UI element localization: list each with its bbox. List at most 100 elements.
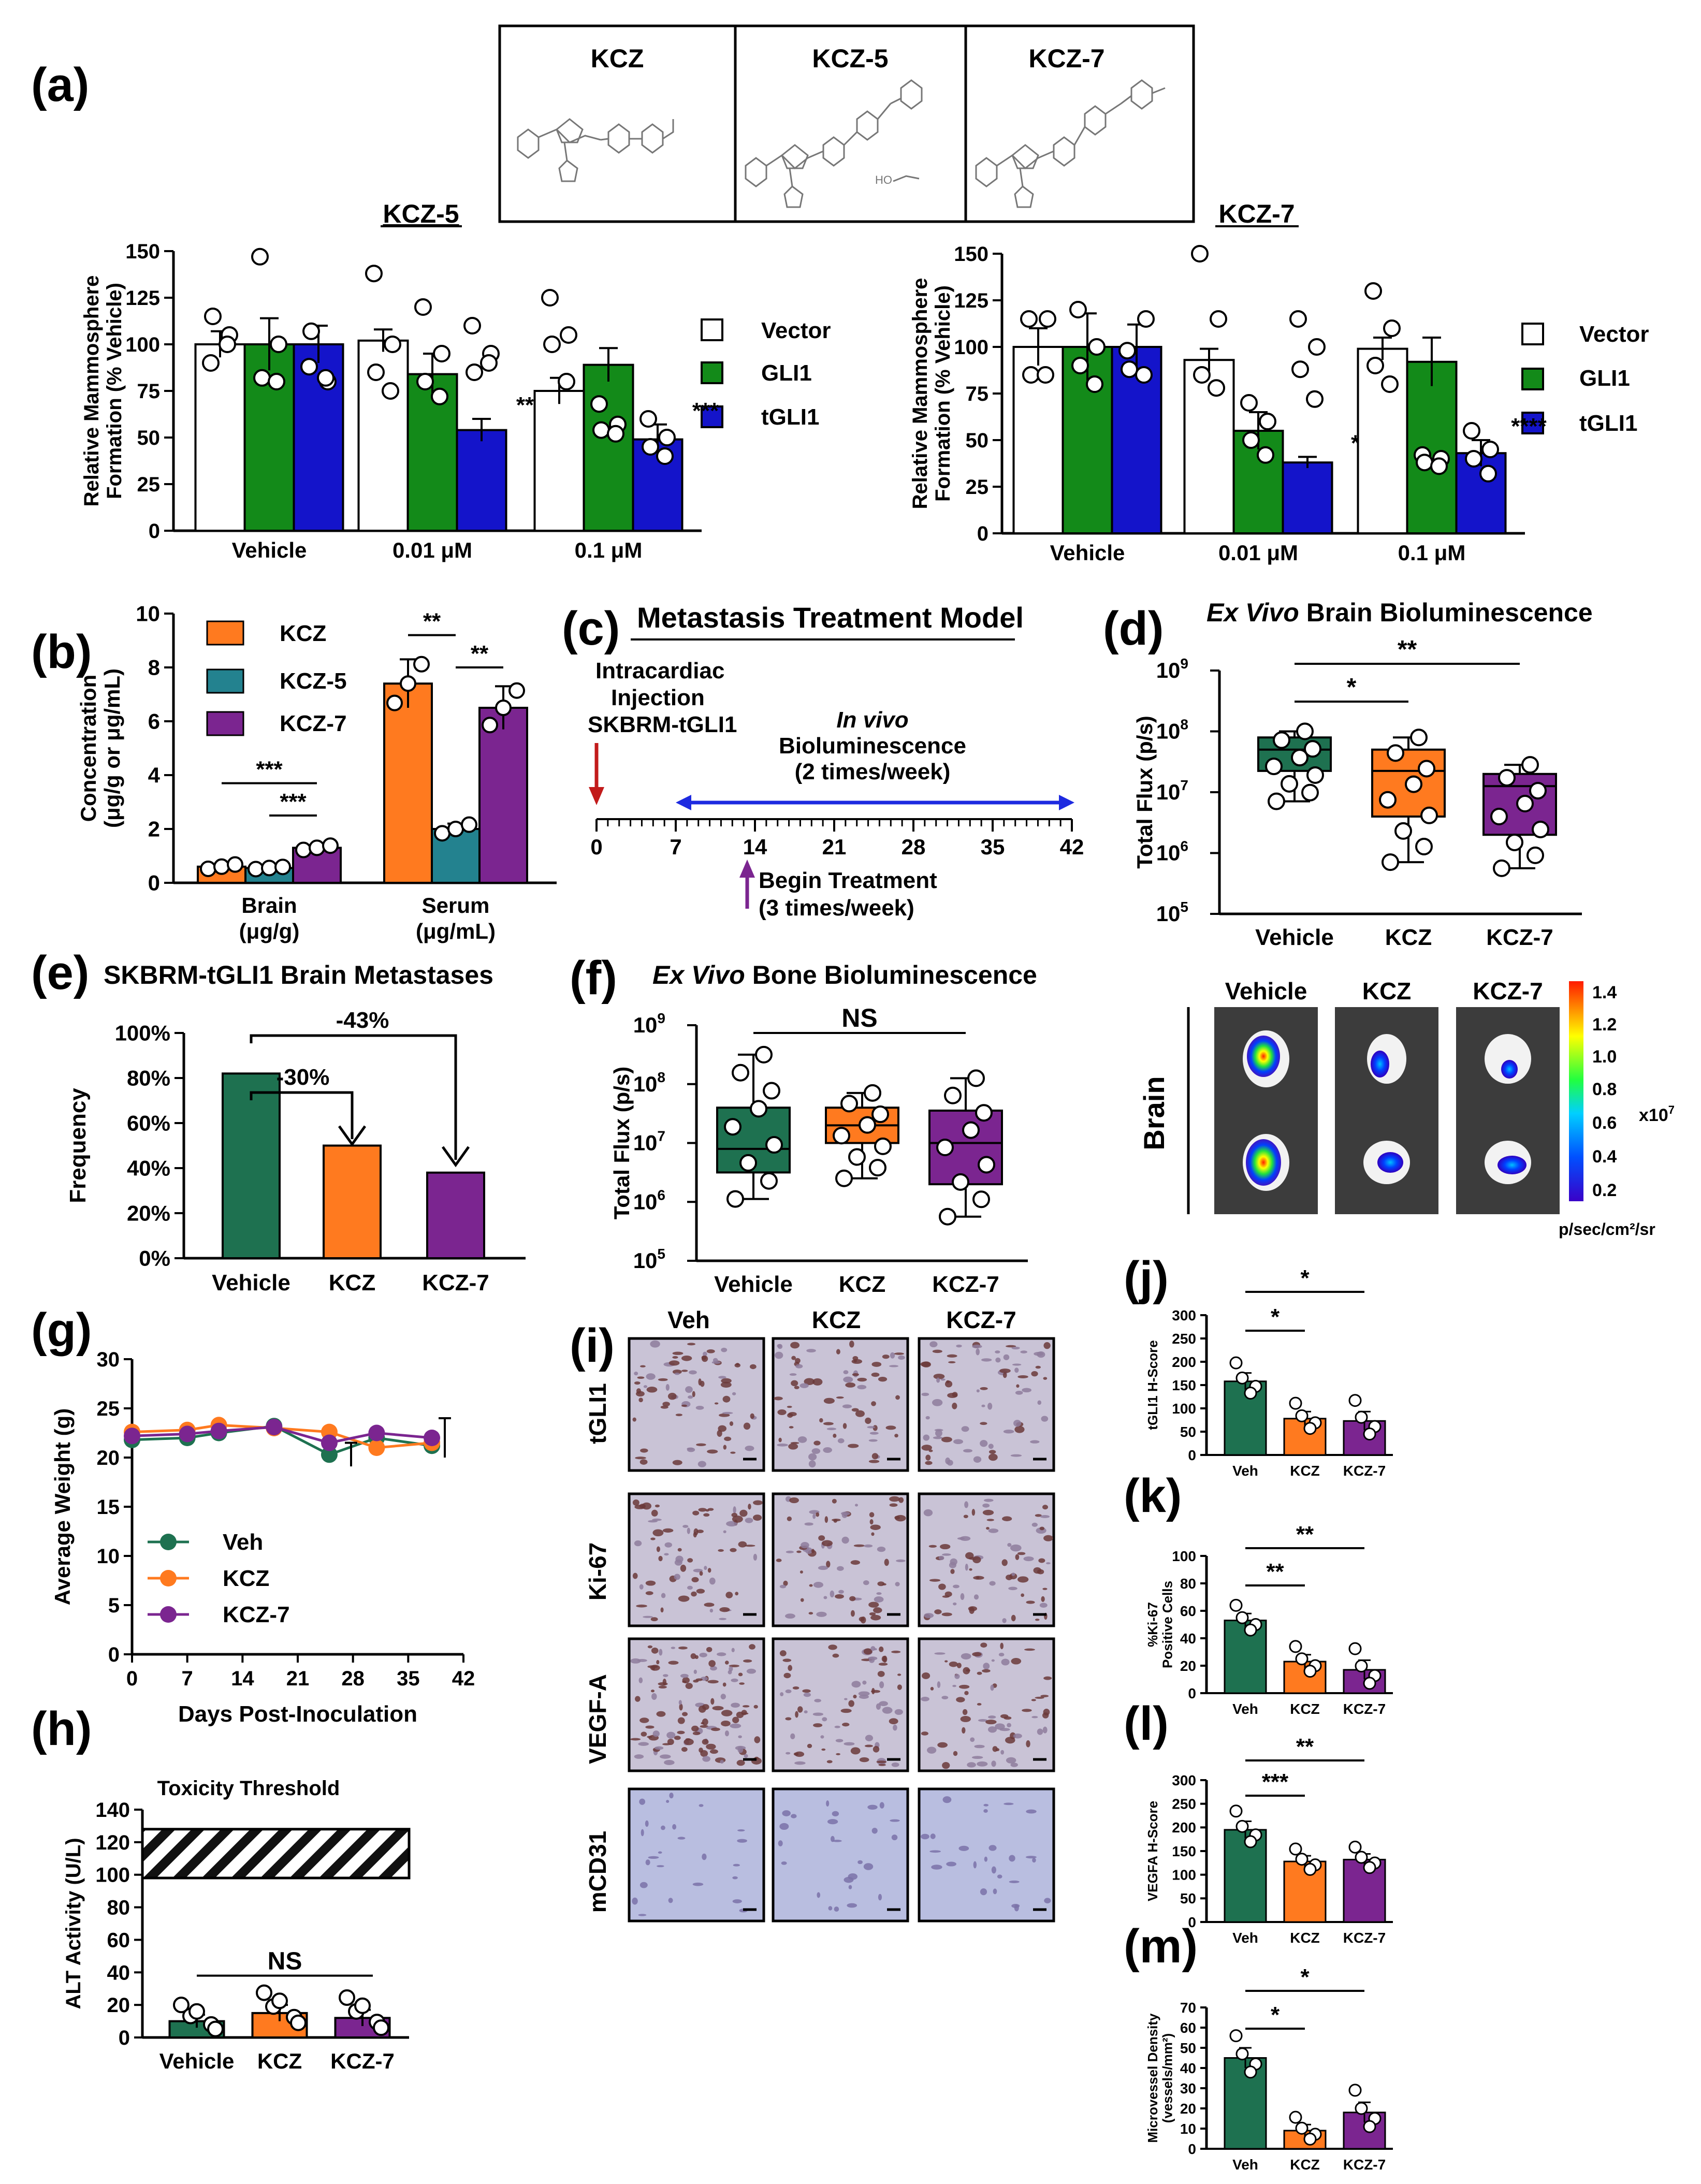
data-point — [317, 369, 335, 387]
stain-spot — [672, 1370, 682, 1374]
histology-row-vegfa: VEGF-A — [584, 1674, 611, 1764]
annotation-arrow — [250, 1034, 457, 1160]
stain-spot — [947, 1354, 957, 1358]
stain-spot — [731, 1648, 735, 1653]
stain-spot — [1039, 1603, 1048, 1608]
stain-spot — [693, 1679, 699, 1683]
stain-spot — [946, 1380, 950, 1384]
stain-spot — [863, 1580, 869, 1585]
y-tick-label: 107 — [633, 1128, 665, 1155]
stain-spot — [814, 1698, 821, 1702]
x-tick-label: KCZ-7 — [1343, 1930, 1386, 1946]
x-tick-label: 0.01 μM — [392, 538, 472, 562]
y-tick-label: 20 — [1180, 1658, 1196, 1674]
data-point — [739, 1154, 757, 1172]
significance-label: ** — [471, 641, 489, 666]
stain-spot — [753, 1500, 763, 1505]
legend-a1: Vector GLI1 tGLI1 — [701, 318, 831, 430]
stain-spot — [995, 1350, 1000, 1353]
stain-spot — [664, 1542, 672, 1548]
stain-spot — [687, 1527, 690, 1534]
data-point — [1498, 769, 1516, 787]
stain-spot — [870, 1524, 881, 1530]
stain-spot — [632, 1573, 638, 1579]
stain-spot — [938, 1555, 944, 1561]
stain-spot — [959, 1536, 971, 1541]
data-point — [658, 429, 676, 446]
data-point — [1387, 744, 1404, 762]
stain-spot — [977, 1761, 988, 1767]
stain-spot — [972, 1652, 982, 1657]
stain-spot — [840, 1708, 852, 1713]
x-tick-label: KCZ-7 — [1486, 925, 1553, 950]
data-point — [1506, 833, 1523, 851]
stain-spot — [647, 1645, 653, 1649]
y-tick-label: 0% — [139, 1246, 170, 1271]
stain-spot — [852, 1356, 859, 1361]
stain-spot — [956, 1663, 962, 1668]
stain-spot — [963, 1667, 970, 1675]
stain-spot — [799, 1570, 803, 1574]
legend-label-tgli1: tGLI1 — [1579, 411, 1637, 436]
histology-tile — [628, 1337, 765, 1472]
data-point — [1381, 375, 1399, 393]
stain-spot — [736, 1711, 744, 1719]
y-axis-label: %Ki-67 — [1145, 1602, 1160, 1647]
stain-spot — [804, 1710, 808, 1714]
stain-spot — [638, 1397, 643, 1403]
data-point — [508, 682, 525, 699]
stain-spot — [1011, 1614, 1016, 1622]
y-tick-exponent: 6 — [1180, 838, 1188, 854]
y-tick-label: 150 — [954, 243, 988, 266]
panel-label-j: (j) — [1124, 1252, 1169, 1305]
stain-spot — [950, 1558, 957, 1566]
stain-spot — [920, 1361, 931, 1367]
stain-spot — [878, 1377, 888, 1382]
y-tick-label: 60 — [107, 1929, 130, 1952]
y-tick-label: 100 — [954, 336, 988, 359]
structure-box: KCZ KCZ-5 KCZ-7 H — [498, 24, 1195, 223]
stain-spot — [743, 1659, 752, 1663]
data-point — [1289, 1640, 1302, 1653]
significance-label: NS — [268, 1948, 302, 1975]
y-tick-label: 108 — [633, 1069, 665, 1096]
stain-spot — [660, 1754, 671, 1759]
stain-spot — [1022, 1388, 1031, 1393]
stain-spot — [925, 1454, 931, 1461]
injection-line3: SKBRM-tGLI1 — [588, 712, 737, 737]
stain-spot — [711, 1727, 720, 1731]
chart-h: 0 20 40 60 80 100 120 140 Vehicle KCZ KCZ-7 NS ALT A… — [62, 1799, 411, 2073]
data-point — [1118, 342, 1136, 360]
stain-spot — [860, 1617, 866, 1624]
stain-spot — [1020, 1350, 1027, 1353]
stain-spot — [952, 1392, 958, 1397]
stain-spot — [719, 1618, 726, 1620]
stain-spot — [982, 1509, 994, 1516]
stain-spot — [963, 1449, 972, 1453]
data-point — [367, 363, 385, 381]
panel-label-g: (g) — [31, 1304, 92, 1357]
stain-spot — [821, 1748, 826, 1751]
stain-spot — [634, 1754, 644, 1759]
stain-spot — [732, 1716, 739, 1724]
stain-spot — [780, 1692, 784, 1697]
structure-label-kcz5: KCZ-5 — [812, 44, 888, 73]
y-tick-label: 20 — [1180, 2101, 1196, 2117]
data-point — [1022, 366, 1040, 384]
stain-spot — [645, 1580, 656, 1586]
significance-label: **** — [1511, 414, 1547, 439]
significance-label: ** — [1296, 1734, 1314, 1759]
data-point — [1235, 2047, 1249, 2061]
significance-label: * — [1271, 1304, 1280, 1330]
y-tick-label: 4 — [148, 763, 161, 788]
stain-spot — [678, 1700, 682, 1705]
chart-j: 0 50 100 150 200 250 300 Veh KCZ KCZ-7 tGLI1 H-Sco… — [1145, 1265, 1393, 1479]
structure-drawing-kcz7 — [975, 79, 1166, 208]
stain-spot — [988, 1453, 998, 1461]
data-point — [1304, 740, 1321, 758]
stain-spot — [953, 1602, 957, 1606]
data-point — [1020, 310, 1038, 328]
y-tick-label: 200 — [1172, 1354, 1196, 1370]
y-tick-label: 60 — [1180, 1603, 1196, 1619]
stain-spot — [931, 1865, 942, 1870]
